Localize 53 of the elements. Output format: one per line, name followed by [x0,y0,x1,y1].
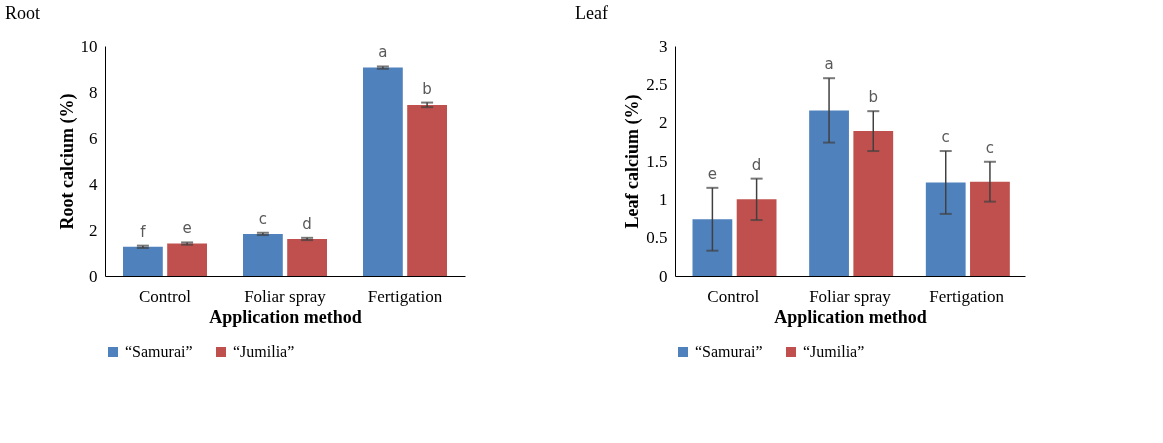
data-label: f [140,222,147,241]
data-label: b [422,79,432,98]
data-label: c [258,209,268,228]
bar [123,246,163,276]
y-tick-label: 10 [80,36,98,56]
data-label: d [302,214,312,233]
bar [925,182,966,276]
bar [853,131,894,276]
x-tick-label: Foliar spray [809,286,892,306]
y-tick-label: 2 [659,113,668,133]
legend-label: “Samurai” [695,343,763,360]
y-tick-label: 0 [89,266,98,286]
x-tick-label: Control [139,286,192,306]
x-tick-label: Fertigation [367,286,443,306]
x-tick-label: Foliar spray [244,286,327,306]
y-axis-title: Root calcium (%) [56,93,78,230]
data-label: b [868,88,879,107]
bar [363,67,403,276]
x-axis-title: Application method [209,306,362,327]
bar [243,233,283,276]
x-tick-label: Control [707,286,760,306]
legend-label: “Samurai” [125,343,193,360]
data-label: a [824,55,834,74]
y-tick-label: 1 [659,189,668,209]
chart-title: Root [5,3,41,23]
y-tick-label: 4 [89,174,98,194]
y-tick-label: 0.5 [646,228,668,248]
chart-title: Leaf [575,3,608,23]
y-axis-title: Leaf calcium (%) [622,94,644,229]
data-label: e [707,164,718,183]
y-tick-label: 2.5 [646,74,668,94]
bar [692,219,733,276]
data-label: c [985,138,995,157]
x-tick-label: Fertigation [929,286,1005,306]
x-axis-title: Application method [774,306,927,327]
bar [167,243,207,276]
legend-label: “Jumilia” [233,343,295,360]
y-tick-label: 3 [659,36,668,56]
data-label: d [751,155,762,174]
y-tick-label: 2 [89,220,98,240]
data-label: c [941,128,950,147]
y-tick-label: 0 [659,266,668,286]
y-tick-label: 6 [89,128,98,148]
bar [970,181,1010,276]
bar [736,199,777,276]
bar [287,238,327,276]
legend-label: “Jumilia” [803,343,865,360]
data-label: a [378,43,388,62]
bar [407,104,447,276]
y-tick-label: 8 [89,82,98,102]
data-label: e [182,219,192,238]
y-tick-label: 1.5 [646,151,668,171]
bar [809,110,849,276]
